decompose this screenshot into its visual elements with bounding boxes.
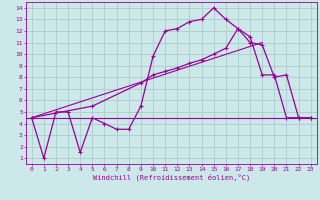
X-axis label: Windchill (Refroidissement éolien,°C): Windchill (Refroidissement éolien,°C) (92, 173, 250, 181)
